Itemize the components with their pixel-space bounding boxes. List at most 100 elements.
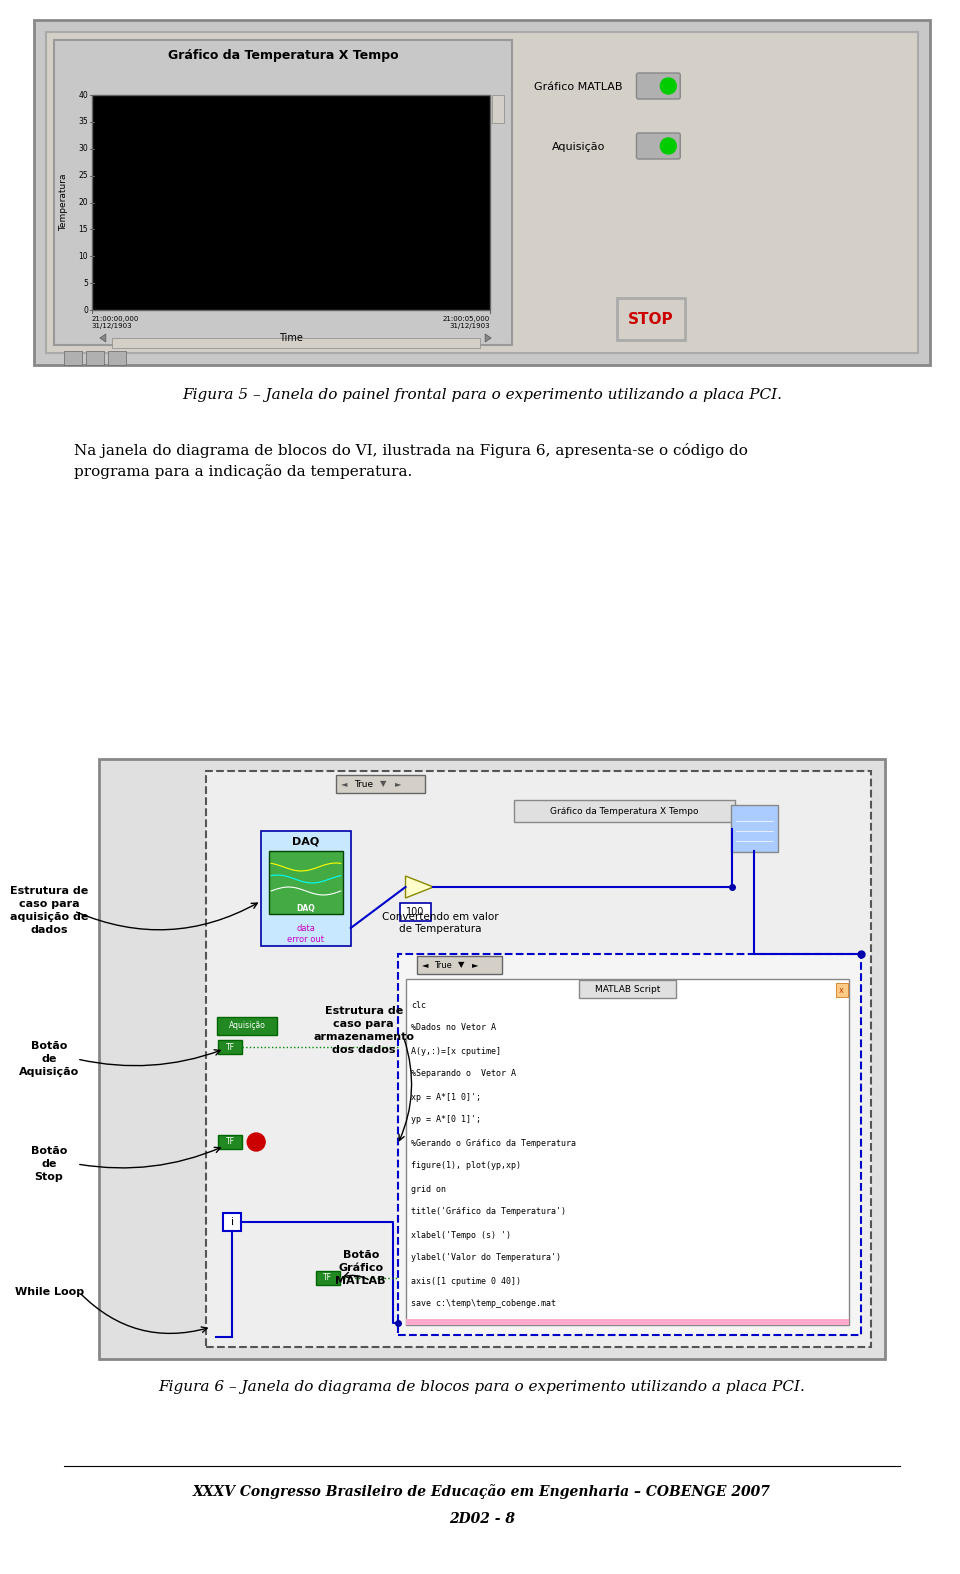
Text: Aquisição: Aquisição: [552, 142, 605, 153]
FancyBboxPatch shape: [35, 20, 930, 365]
Text: 40: 40: [78, 90, 88, 99]
Polygon shape: [405, 877, 433, 899]
FancyBboxPatch shape: [217, 1017, 277, 1036]
Polygon shape: [100, 334, 106, 342]
FancyBboxPatch shape: [616, 297, 685, 340]
Text: caso para: caso para: [19, 899, 80, 910]
Text: Gráfico: Gráfico: [338, 1262, 383, 1273]
Text: %Dados no Vetor A: %Dados no Vetor A: [412, 1023, 496, 1033]
Text: xp = A*[1 0]';: xp = A*[1 0]';: [412, 1092, 482, 1102]
FancyBboxPatch shape: [636, 132, 681, 159]
Text: %Separando o  Vetor A: %Separando o Vetor A: [412, 1069, 516, 1078]
Text: While Loop: While Loop: [14, 1288, 84, 1297]
Text: Aquisição: Aquisição: [228, 1022, 266, 1031]
Text: axis([1 cputime 0 40]): axis([1 cputime 0 40]): [412, 1277, 521, 1286]
Text: 2D02 - 8: 2D02 - 8: [449, 1513, 516, 1527]
FancyBboxPatch shape: [108, 351, 126, 365]
Text: grid on: grid on: [412, 1185, 446, 1193]
FancyBboxPatch shape: [405, 979, 850, 1325]
Bar: [206, 771, 872, 1347]
FancyBboxPatch shape: [64, 351, 82, 365]
FancyBboxPatch shape: [316, 1270, 340, 1284]
Text: Botão: Botão: [31, 1040, 67, 1051]
Text: Aquisição: Aquisição: [19, 1067, 80, 1077]
Text: ►: ►: [396, 779, 402, 789]
Text: Figura 6 – Janela do diagrama de blocos para o experimento utilizando a placa PC: Figura 6 – Janela do diagrama de blocos …: [158, 1380, 805, 1395]
Text: 21:00:05,000
31/12/1903: 21:00:05,000 31/12/1903: [443, 316, 491, 329]
Text: ►: ►: [472, 960, 478, 970]
Text: DAQ: DAQ: [293, 836, 320, 845]
Bar: [99, 759, 885, 1358]
FancyBboxPatch shape: [218, 1135, 242, 1149]
Text: STOP: STOP: [628, 312, 673, 326]
Text: 25: 25: [79, 172, 88, 179]
Text: save c:\temp\temp_cobenge.mat: save c:\temp\temp_cobenge.mat: [412, 1300, 557, 1308]
Text: TF: TF: [324, 1273, 332, 1283]
Text: 10: 10: [79, 252, 88, 261]
FancyBboxPatch shape: [492, 94, 504, 123]
Text: Figura 5 – Janela do painel frontal para o experimento utilizando a placa PCI.: Figura 5 – Janela do painel frontal para…: [182, 389, 782, 401]
Text: ◄: ◄: [341, 779, 347, 789]
FancyBboxPatch shape: [218, 1040, 242, 1055]
Text: x: x: [839, 985, 844, 995]
FancyBboxPatch shape: [261, 831, 350, 946]
Text: title('Gráfico da Temperatura'): title('Gráfico da Temperatura'): [412, 1207, 566, 1217]
Text: figure(1), plot(yp,xp): figure(1), plot(yp,xp): [412, 1162, 521, 1171]
Text: True: True: [434, 960, 452, 970]
FancyBboxPatch shape: [579, 981, 676, 998]
FancyBboxPatch shape: [46, 31, 918, 353]
FancyBboxPatch shape: [399, 903, 431, 921]
Circle shape: [660, 79, 676, 94]
Text: 30: 30: [78, 145, 88, 153]
Text: A(y,:)=[x cputime]: A(y,:)=[x cputime]: [412, 1047, 501, 1056]
FancyBboxPatch shape: [111, 338, 480, 348]
Text: data: data: [297, 924, 316, 932]
FancyBboxPatch shape: [731, 804, 778, 852]
Text: Botão: Botão: [31, 1146, 67, 1155]
Text: Botão: Botão: [343, 1250, 379, 1261]
Circle shape: [248, 1133, 265, 1151]
Text: 5: 5: [84, 279, 88, 288]
Text: ▼: ▼: [458, 960, 465, 970]
Text: caso para: caso para: [333, 1018, 394, 1029]
Text: de: de: [41, 1158, 57, 1169]
Text: TF: TF: [226, 1042, 235, 1051]
Text: 21:00:00,000
31/12/1903: 21:00:00,000 31/12/1903: [92, 316, 139, 329]
FancyBboxPatch shape: [835, 984, 848, 996]
Text: 0: 0: [84, 305, 88, 315]
FancyBboxPatch shape: [418, 955, 502, 974]
Polygon shape: [485, 334, 492, 342]
FancyBboxPatch shape: [405, 1319, 850, 1325]
Text: Na janela do diagrama de blocos do VI, ilustrada na Figura 6, apresenta-se o cód: Na janela do diagrama de blocos do VI, i…: [74, 442, 748, 458]
Text: Estrutura de: Estrutura de: [10, 886, 88, 896]
Text: 20: 20: [79, 198, 88, 208]
Text: Gráfico da Temperatura X Tempo: Gráfico da Temperatura X Tempo: [168, 49, 398, 61]
Text: clc: clc: [412, 1001, 426, 1009]
FancyBboxPatch shape: [636, 72, 681, 99]
FancyBboxPatch shape: [514, 800, 735, 822]
Text: xlabel('Tempo (s) '): xlabel('Tempo (s) '): [412, 1231, 512, 1239]
Bar: [397, 954, 861, 1335]
Text: programa para a indicação da temperatura.: programa para a indicação da temperatura…: [74, 464, 412, 480]
Text: dados: dados: [31, 926, 68, 935]
Text: %Gerando o Gráfico da Temperatura: %Gerando o Gráfico da Temperatura: [412, 1138, 576, 1147]
Text: XXXV Congresso Brasileiro de Educação em Engenharia – COBENGE 2007: XXXV Congresso Brasileiro de Educação em…: [193, 1484, 771, 1500]
Text: error out: error out: [287, 935, 324, 943]
Text: DAQ: DAQ: [297, 903, 315, 913]
FancyBboxPatch shape: [86, 351, 104, 365]
Text: TF: TF: [226, 1138, 235, 1146]
Text: 15: 15: [79, 225, 88, 235]
Circle shape: [660, 139, 676, 154]
Text: ▼: ▼: [380, 779, 387, 789]
Text: armazenamento: armazenamento: [313, 1033, 414, 1042]
Text: yp = A*[0 1]';: yp = A*[0 1]';: [412, 1116, 482, 1124]
FancyBboxPatch shape: [224, 1214, 241, 1231]
Text: 100: 100: [406, 907, 424, 918]
Text: True: True: [354, 779, 373, 789]
Text: Gráfico MATLAB: Gráfico MATLAB: [534, 82, 622, 91]
Text: Temperatura: Temperatura: [60, 173, 68, 231]
Text: ◄: ◄: [422, 960, 429, 970]
Text: MATLAB: MATLAB: [335, 1277, 386, 1286]
Text: MATLAB Script: MATLAB Script: [595, 984, 660, 993]
FancyBboxPatch shape: [54, 39, 512, 345]
